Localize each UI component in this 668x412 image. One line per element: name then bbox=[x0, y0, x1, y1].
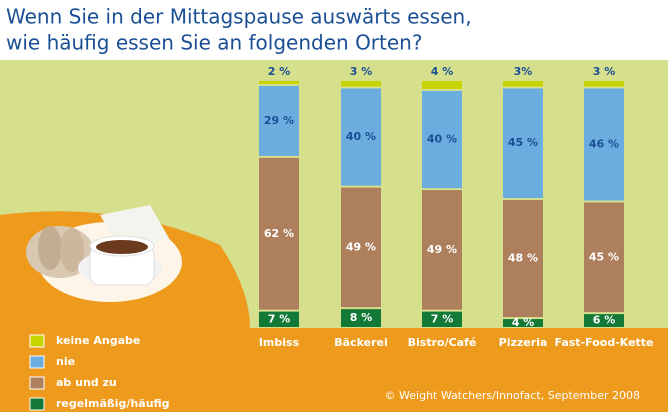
x-tick-label: Pizzeria bbox=[499, 336, 548, 349]
bar-segment bbox=[584, 88, 624, 201]
bar-segment bbox=[584, 314, 624, 327]
bar-segment bbox=[422, 81, 462, 89]
bar-segment bbox=[259, 311, 299, 327]
bar-segment bbox=[422, 190, 462, 310]
value-label: 4 % bbox=[512, 316, 535, 329]
x-tick-label: Bäckerei bbox=[334, 336, 387, 349]
legend-swatch bbox=[29, 397, 45, 411]
value-label: 40 % bbox=[346, 130, 376, 143]
x-tick-label: Imbiss bbox=[259, 336, 300, 349]
value-label: 4 % bbox=[431, 65, 454, 78]
legend-label: nie bbox=[56, 355, 75, 368]
value-label: 7 % bbox=[268, 312, 291, 325]
value-label: 48 % bbox=[508, 252, 538, 265]
value-label: 3% bbox=[514, 65, 533, 78]
bar-segment bbox=[259, 157, 299, 310]
bar-segment bbox=[259, 85, 299, 156]
bar-segment bbox=[341, 309, 381, 327]
chart-title: wie häufig essen Sie an folgenden Orten? bbox=[6, 31, 422, 55]
bar-segment bbox=[259, 81, 299, 84]
legend-label: regelmäßig/häufig bbox=[56, 397, 170, 410]
chart-title: Wenn Sie in der Mittagspause auswärts es… bbox=[6, 5, 472, 29]
value-label: 6 % bbox=[593, 314, 616, 327]
source: © Weight Watchers/Innofact, September 20… bbox=[385, 389, 640, 402]
x-tick-label: Fast-Food-Kette bbox=[554, 336, 653, 349]
bar-segment bbox=[503, 319, 543, 327]
bar-segment bbox=[503, 81, 543, 87]
bar-segment bbox=[503, 88, 543, 199]
value-label: 40 % bbox=[427, 133, 457, 146]
legend-swatch bbox=[29, 334, 45, 348]
x-tick-label: Bistro/Café bbox=[408, 336, 477, 349]
bar-segment bbox=[341, 81, 381, 87]
bar-segment bbox=[341, 187, 381, 308]
value-label: 49 % bbox=[346, 240, 376, 253]
value-label: 3 % bbox=[593, 65, 616, 78]
legend-label: ab und zu bbox=[56, 376, 117, 389]
bar-segment bbox=[422, 90, 462, 189]
value-label: 45 % bbox=[589, 250, 619, 263]
value-label: 45 % bbox=[508, 136, 538, 149]
legend-swatch bbox=[29, 355, 45, 369]
value-label: 49 % bbox=[427, 243, 457, 256]
bar-segment bbox=[584, 81, 624, 87]
value-label: 8 % bbox=[350, 311, 373, 324]
value-label: 62 % bbox=[264, 227, 294, 240]
bar-segment bbox=[584, 202, 624, 313]
bar-segment bbox=[503, 200, 543, 318]
value-label: 46 % bbox=[589, 137, 619, 150]
value-label: 29 % bbox=[264, 114, 294, 127]
illustration bbox=[26, 205, 182, 302]
value-label: 3 % bbox=[350, 65, 373, 78]
value-label: 7 % bbox=[431, 312, 454, 325]
value-label: 2 % bbox=[268, 65, 291, 78]
bar-segment bbox=[422, 311, 462, 327]
legend-label: keine Angabe bbox=[56, 334, 140, 347]
bar-segment bbox=[341, 88, 381, 186]
legend-swatch bbox=[29, 376, 45, 390]
